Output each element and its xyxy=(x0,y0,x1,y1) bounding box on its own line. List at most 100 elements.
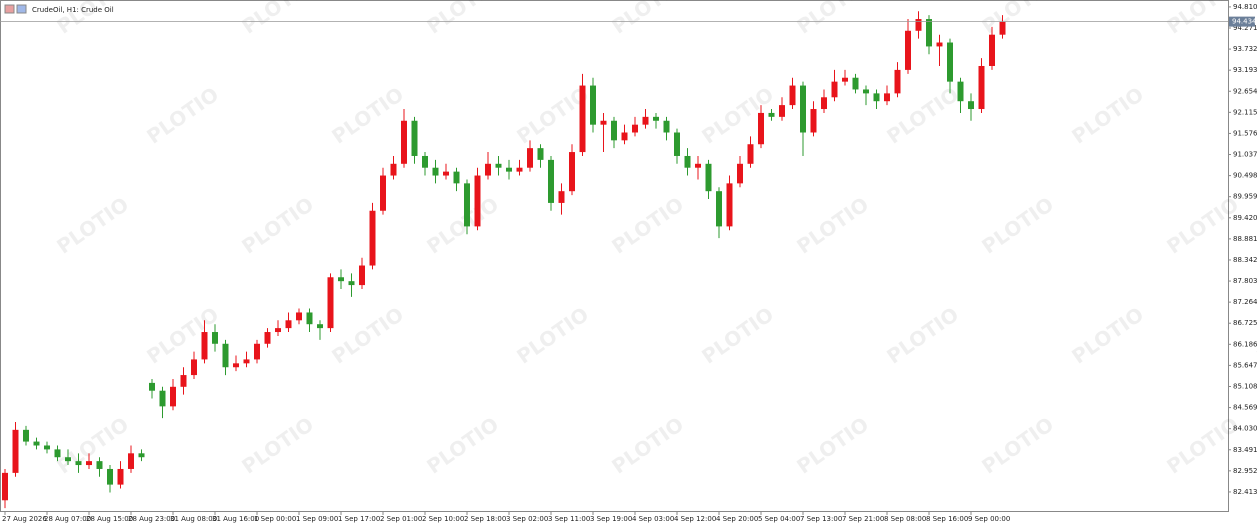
watermark: PLOTIO xyxy=(1067,82,1148,149)
candle-body xyxy=(884,93,890,102)
watermark: PLOTIO xyxy=(327,302,408,369)
candle-body xyxy=(569,152,575,192)
candle-body xyxy=(947,42,953,82)
y-tick-label: 86.186 xyxy=(1233,340,1257,348)
candle-body xyxy=(222,343,229,368)
x-tick-label: 5 Sep 04:00 xyxy=(758,515,800,523)
x-tick-label: 8 Sep 08:00 xyxy=(884,515,926,523)
x-tick-label: 28 Aug 15:00 xyxy=(86,515,133,523)
candle-body xyxy=(12,429,19,473)
candle-body xyxy=(684,155,691,168)
x-tick-label: 3 Sep 11:00 xyxy=(548,515,590,523)
candle-body xyxy=(779,105,785,117)
watermarks: PLOTIO PLOTIO PLOTIO PLOTIO PLOTIO PLOTIO PLOT… xyxy=(52,0,1257,479)
watermark: PLOTIO xyxy=(977,192,1058,259)
x-tick-label: 4 Sep 12:00 xyxy=(674,515,716,523)
x-tick-label: 1 Sep 09:00 xyxy=(296,515,338,523)
watermark: PLOTIO xyxy=(977,412,1058,479)
candle-body xyxy=(138,453,145,458)
candle-body xyxy=(831,81,838,98)
y-tick-label: 90.498 xyxy=(1233,172,1257,180)
y-tick-label: 94.810 xyxy=(1233,3,1257,11)
y-tick-label: 87.803 xyxy=(1233,277,1257,285)
candle-body xyxy=(33,441,40,446)
watermark: PLOTIO xyxy=(882,82,963,149)
candle-body xyxy=(107,468,113,485)
candle-body xyxy=(789,85,796,106)
x-tick-label: 31 Aug 08:00 xyxy=(170,515,217,523)
candle-body xyxy=(642,116,649,125)
candle-body xyxy=(737,163,743,184)
last-price-box xyxy=(1229,16,1255,27)
candle-body xyxy=(978,65,985,110)
watermark: PLOTIO xyxy=(1067,302,1148,369)
watermark: PLOTIO xyxy=(607,412,688,479)
candle-body xyxy=(726,183,733,227)
candle-body xyxy=(506,167,512,172)
watermark: PLOTIO xyxy=(512,302,593,369)
candle-body xyxy=(957,81,964,102)
y-tick-label: 84.569 xyxy=(1233,404,1257,412)
candle-body xyxy=(600,120,607,125)
y-tick-label: 82.413 xyxy=(1233,488,1257,496)
candle-body xyxy=(495,163,502,168)
candle-body xyxy=(527,148,533,168)
candle-body xyxy=(695,163,701,168)
candle-body xyxy=(359,265,365,286)
candle-body xyxy=(758,112,764,145)
candle-body xyxy=(810,109,817,133)
x-tick-label: 4 Sep 03:00 xyxy=(632,515,674,523)
candle-body xyxy=(275,328,281,333)
plot-frame xyxy=(0,0,1229,512)
y-tick-label: 87.264 xyxy=(1233,298,1257,306)
candle-body xyxy=(768,112,775,117)
candle-body xyxy=(128,453,134,469)
candle-body xyxy=(842,77,848,82)
candle-body xyxy=(212,332,218,344)
candle-body xyxy=(369,210,376,266)
candle-body xyxy=(96,461,103,469)
x-tick-label: 3 Sep 02:00 xyxy=(506,515,548,523)
y-tick-label: 84.030 xyxy=(1233,425,1257,433)
candle-body xyxy=(968,101,974,110)
candle-body xyxy=(306,312,313,325)
y-tick-label: 92.115 xyxy=(1233,108,1257,116)
y-tick-label: 91.576 xyxy=(1233,129,1257,137)
candle-body xyxy=(716,191,722,227)
x-tick-label: 27 Aug 2026 xyxy=(2,515,47,523)
candle-body xyxy=(327,277,334,329)
candle-body xyxy=(411,120,418,156)
candle-body xyxy=(432,167,439,176)
candle-body xyxy=(264,332,271,344)
y-tick-label: 85.647 xyxy=(1233,361,1257,369)
watermark: PLOTIO xyxy=(422,412,503,479)
candle-body xyxy=(611,120,617,141)
candle-body xyxy=(894,69,901,94)
watermark: PLOTIO xyxy=(237,412,318,479)
x-tick-label: 3 Sep 19:00 xyxy=(590,515,632,523)
candle-body xyxy=(422,155,428,168)
chart-icon xyxy=(16,4,27,14)
x-tick-label: 8 Sep 16:00 xyxy=(926,515,968,523)
candle-body xyxy=(989,34,995,66)
watermark: PLOTIO xyxy=(327,82,408,149)
y-tick-label: 94.271 xyxy=(1233,24,1257,32)
watermark: PLOTIO xyxy=(1252,302,1257,369)
candle-body xyxy=(474,175,481,227)
candle-body xyxy=(149,382,155,391)
candle-body xyxy=(443,171,449,176)
candle-body xyxy=(873,93,880,102)
candle-body xyxy=(453,171,460,184)
watermark: PLOTIO xyxy=(52,192,133,259)
candle-body xyxy=(380,175,386,211)
candle-body xyxy=(317,324,323,329)
candle-body xyxy=(852,77,859,90)
candle-body xyxy=(464,183,470,227)
watermark: PLOTIO xyxy=(792,412,873,479)
x-tick-label: 4 Sep 20:00 xyxy=(716,515,758,523)
candle-body xyxy=(999,21,1006,35)
x-tick-label: 9 Sep 00:00 xyxy=(968,515,1010,523)
chart-title: CrudeOil, H1: Crude Oil xyxy=(32,6,114,14)
watermark: PLOTIO xyxy=(422,0,503,39)
watermark: PLOTIO xyxy=(977,0,1058,39)
